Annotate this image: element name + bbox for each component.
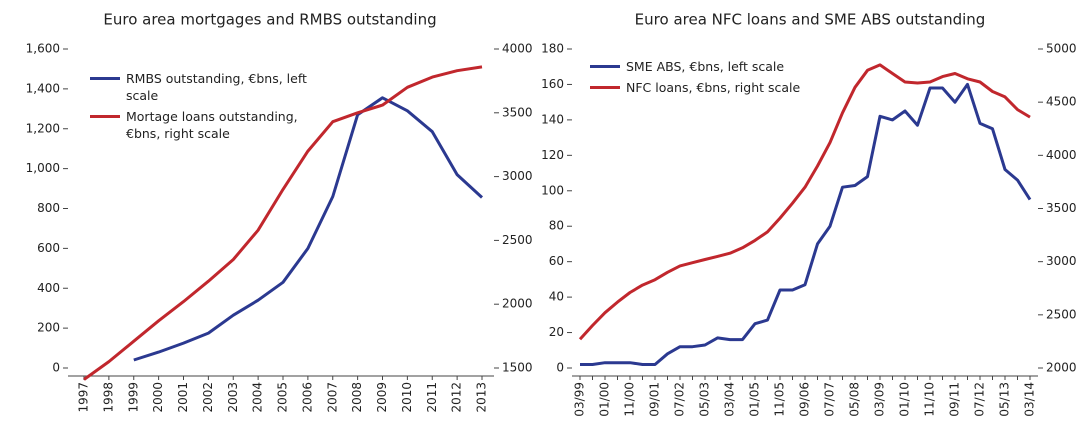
- y-tick-label: 800: [37, 201, 60, 215]
- y-tick-label: 1,000: [26, 161, 60, 175]
- x-tick-label: 03/14: [1023, 382, 1037, 417]
- x-tick-label: 2000: [151, 382, 165, 413]
- x-tick-label: 2010: [400, 382, 414, 413]
- y2-tick-label: 3500: [502, 105, 533, 119]
- legend-item: NFC loans, €bns, right scale: [590, 79, 826, 96]
- legend-label: RMBS outstanding, €bns, left scale: [126, 71, 307, 103]
- x-tick-label: 09/11: [948, 382, 962, 417]
- x-tick-label: 05/08: [848, 382, 862, 417]
- y-tick-label: 0: [556, 361, 564, 375]
- y2-tick-label: 2500: [502, 233, 533, 247]
- x-tick-label: 2002: [201, 382, 215, 413]
- x-tick-label: 2005: [276, 382, 290, 413]
- y2-tick-label: 4500: [1046, 95, 1077, 109]
- x-tick-label: 07/07: [823, 382, 837, 417]
- legend-swatch: [90, 77, 120, 80]
- y-tick-label: 120: [541, 148, 564, 162]
- x-tick-label: 01/10: [898, 382, 912, 417]
- y-tick-label: 180: [541, 42, 564, 56]
- series-line: [578, 63, 1031, 341]
- x-tick-label: 2013: [475, 382, 489, 413]
- legend-label: NFC loans, €bns, right scale: [626, 80, 801, 95]
- legend-swatch: [590, 65, 620, 68]
- y2-tick-label: 5000: [1046, 42, 1077, 56]
- x-tick-label: 2012: [450, 382, 464, 413]
- y-tick-label: 60: [549, 254, 564, 268]
- y2-tick-label: 2000: [1046, 361, 1077, 375]
- legend: SME ABS, €bns, left scale NFC loans, €bns…: [590, 58, 826, 100]
- y-tick-label: 80: [549, 219, 564, 233]
- x-tick-label: 11/00: [623, 382, 637, 417]
- x-tick-label: 05/03: [698, 382, 712, 417]
- legend-label: Mortage loans outstanding, €bns, right s…: [126, 109, 298, 141]
- y-tick-label: 40: [549, 290, 564, 304]
- chart-title: Euro area mortgages and RMBS outstanding: [103, 11, 436, 29]
- y2-tick-label: 2500: [1046, 307, 1077, 321]
- legend-swatch: [90, 115, 120, 118]
- y-tick-label: 140: [541, 112, 564, 126]
- x-tick-label: 03/09: [873, 382, 887, 417]
- legend-item: SME ABS, €bns, left scale: [590, 58, 826, 75]
- x-tick-label: 2009: [375, 382, 389, 413]
- legend-item: RMBS outstanding, €bns, left scale: [90, 70, 326, 104]
- x-tick-label: 11/10: [923, 382, 937, 417]
- x-tick-label: 2001: [176, 382, 190, 413]
- x-tick-label: 05/13: [998, 382, 1012, 417]
- y2-tick-label: 1500: [502, 361, 533, 375]
- y-tick-label: 200: [37, 321, 60, 335]
- y2-tick-label: 3000: [1046, 254, 1077, 268]
- y-tick-label: 20: [549, 325, 564, 339]
- x-tick-label: 2011: [425, 382, 439, 413]
- legend-item: Mortage loans outstanding, €bns, right s…: [90, 108, 326, 142]
- y2-tick-label: 4000: [502, 42, 533, 56]
- x-tick-label: 1998: [101, 382, 115, 413]
- x-tick-label: 2004: [251, 382, 265, 413]
- x-tick-label: 03/04: [723, 382, 737, 417]
- x-tick-label: 2003: [226, 382, 240, 413]
- x-tick-label: 1997: [77, 382, 91, 413]
- x-tick-label: 01/00: [598, 382, 612, 417]
- x-tick-label: 07/12: [973, 382, 987, 417]
- x-tick-label: 07/02: [673, 382, 687, 417]
- y-tick-label: 1,600: [26, 42, 60, 56]
- x-tick-label: 2008: [350, 382, 364, 413]
- y2-tick-label: 4000: [1046, 148, 1077, 162]
- legend: RMBS outstanding, €bns, left scale Mortag…: [90, 70, 326, 146]
- x-tick-label: 11/05: [773, 382, 787, 417]
- y-tick-label: 600: [37, 241, 60, 255]
- x-tick-label: 2006: [300, 382, 314, 413]
- x-tick-label: 2007: [325, 382, 339, 413]
- series-line: [580, 82, 1032, 366]
- y-tick-label: 1,200: [26, 121, 60, 135]
- chart-title: Euro area NFC loans and SME ABS outstand…: [635, 11, 986, 29]
- y-tick-label: 1,400: [26, 81, 60, 95]
- y-tick-label: 0: [52, 361, 60, 375]
- legend-label: SME ABS, €bns, left scale: [626, 59, 785, 74]
- y2-tick-label: 2000: [502, 297, 533, 311]
- x-tick-label: 09/01: [648, 382, 662, 417]
- series-line: [133, 96, 484, 362]
- x-tick-label: 03/99: [573, 382, 587, 417]
- y-tick-label: 160: [541, 77, 564, 91]
- x-tick-label: 09/06: [798, 382, 812, 417]
- y2-tick-label: 3500: [1046, 201, 1077, 215]
- x-tick-label: 01/05: [748, 382, 762, 417]
- y-tick-label: 100: [541, 183, 564, 197]
- y-tick-label: 400: [37, 281, 60, 295]
- x-tick-label: 1999: [126, 382, 140, 413]
- legend-swatch: [590, 86, 620, 89]
- series-line: [83, 65, 483, 381]
- y2-tick-label: 3000: [502, 169, 533, 183]
